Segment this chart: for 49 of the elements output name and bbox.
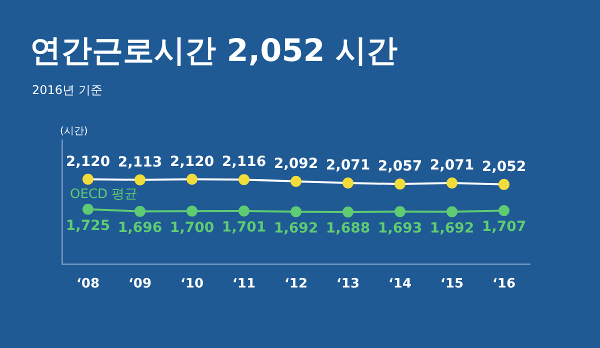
point xyxy=(446,206,458,218)
data-label: 1,692 xyxy=(430,220,474,236)
point xyxy=(342,178,354,188)
point xyxy=(394,178,406,190)
data-label: 2,057 xyxy=(378,158,422,175)
point xyxy=(134,206,146,217)
point xyxy=(342,206,354,218)
series-label: OECD 평균 xyxy=(70,187,138,202)
x-tick-label: ‘11 xyxy=(232,276,256,292)
x-tick-label: ‘08 xyxy=(76,276,100,292)
x-tick-label: ‘13 xyxy=(336,276,360,292)
x-tick-label: ‘10 xyxy=(180,276,204,292)
point xyxy=(134,174,146,186)
data-label: 1,701 xyxy=(222,220,266,236)
point xyxy=(446,178,458,188)
chart-title: 연간근로시간 2,052 시간 xyxy=(30,32,398,71)
data-label: 1,707 xyxy=(482,219,526,236)
point xyxy=(394,206,406,218)
x-tick-label: ‘16 xyxy=(492,276,516,292)
point xyxy=(186,206,198,217)
point xyxy=(186,174,198,185)
data-label: 2,120 xyxy=(66,154,110,170)
point xyxy=(82,174,94,185)
point xyxy=(498,205,510,216)
point xyxy=(82,204,94,215)
data-label: 2,116 xyxy=(222,154,266,170)
point xyxy=(498,178,510,190)
data-label: 2,113 xyxy=(118,154,162,170)
data-label: 1,692 xyxy=(274,220,318,236)
point xyxy=(238,206,250,217)
point xyxy=(290,206,302,218)
point xyxy=(290,176,302,187)
x-tick-label: ‘12 xyxy=(284,276,308,292)
data-label: 2,092 xyxy=(274,156,318,172)
x-tick-label: ‘15 xyxy=(440,276,464,292)
x-tick-label: ‘14 xyxy=(388,276,412,292)
data-label: 1,693 xyxy=(378,220,422,236)
chart-subtitle: 2016년 기준 xyxy=(32,82,102,99)
data-label: 1,688 xyxy=(326,220,370,237)
data-label: 1,700 xyxy=(170,220,214,236)
data-label: 2,052 xyxy=(482,159,526,176)
data-label: 2,071 xyxy=(430,158,474,174)
data-label: 1,696 xyxy=(118,220,162,236)
data-label: 1,725 xyxy=(66,218,110,234)
y-axis-title: (시간) xyxy=(60,125,88,138)
point xyxy=(238,174,250,186)
x-tick-label: ‘09 xyxy=(128,276,152,292)
data-label: 2,071 xyxy=(326,158,370,174)
data-label: 2,120 xyxy=(170,154,214,170)
